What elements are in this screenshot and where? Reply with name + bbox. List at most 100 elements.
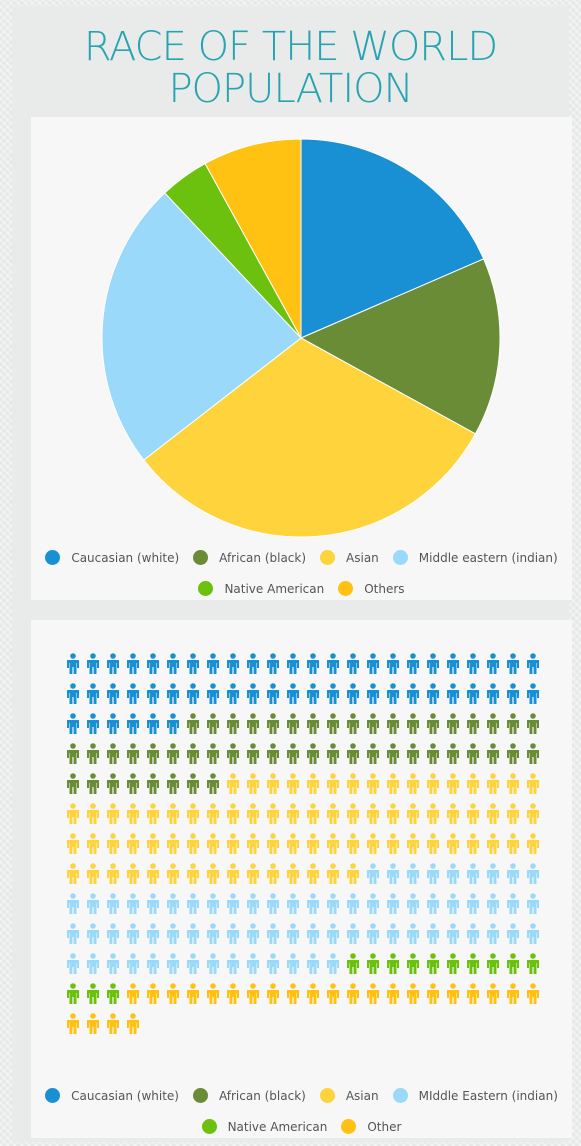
person-icon <box>487 743 499 764</box>
person-icon <box>267 983 279 1004</box>
person-icon <box>247 743 259 764</box>
pictogram-legend-middle-eastern-indian: MIddle Eastern (indian) <box>392 1088 558 1103</box>
person-icon <box>307 773 319 794</box>
pie-slice-others <box>204 138 302 339</box>
person-icon <box>427 713 439 734</box>
person-icon <box>447 713 459 734</box>
person-icon <box>227 983 239 1004</box>
person-icon <box>387 953 399 974</box>
person-icon <box>327 713 339 734</box>
person-icon <box>127 983 139 1004</box>
legend-label: African (black) <box>219 550 307 565</box>
person-icon <box>387 983 399 1004</box>
person-icon <box>287 773 299 794</box>
person-icon <box>127 743 139 764</box>
person-icon <box>527 713 539 734</box>
person-icon <box>247 863 259 884</box>
person-icon <box>507 713 519 734</box>
person-icon <box>367 893 379 914</box>
person-icon <box>267 803 279 824</box>
person-icon <box>507 893 519 914</box>
person-icon <box>447 683 459 704</box>
person-icon <box>287 953 299 974</box>
legend-swatch <box>193 550 209 565</box>
person-icon <box>87 713 99 734</box>
person-icon <box>347 923 359 944</box>
person-icon <box>467 893 479 914</box>
person-icon <box>487 833 499 854</box>
legend-label: Caucasian (white) <box>71 1088 179 1103</box>
person-icon <box>367 713 379 734</box>
person-icon <box>407 953 419 974</box>
person-icon <box>107 893 119 914</box>
pictogram-legend-row-2: Native American Other <box>31 1119 572 1134</box>
person-icon <box>147 803 159 824</box>
person-icon <box>427 893 439 914</box>
person-icon <box>487 683 499 704</box>
person-icon <box>187 803 199 824</box>
person-icon <box>367 833 379 854</box>
person-icon <box>227 953 239 974</box>
person-icon <box>247 833 259 854</box>
person-icon <box>327 863 339 884</box>
person-icon <box>427 953 439 974</box>
person-icon <box>247 653 259 674</box>
person-icon <box>307 683 319 704</box>
person-icon <box>327 683 339 704</box>
legend-label: Other <box>367 1119 402 1134</box>
person-icon <box>207 653 219 674</box>
person-icon <box>447 953 459 974</box>
person-icon <box>227 923 239 944</box>
person-icon <box>327 653 339 674</box>
person-icon <box>287 713 299 734</box>
person-icon <box>387 773 399 794</box>
person-icon <box>127 713 139 734</box>
person-icon <box>347 743 359 764</box>
person-icon <box>127 923 139 944</box>
person-icon <box>207 743 219 764</box>
person-icon <box>507 653 519 674</box>
person-icon <box>87 1013 99 1034</box>
legend-swatch <box>341 1119 357 1134</box>
pie-legend-row-2: Native American Others <box>31 581 572 596</box>
person-icon <box>467 833 479 854</box>
pictogram-legend-other: Other <box>341 1119 401 1134</box>
legend-label: Caucasian (white) <box>71 550 180 565</box>
person-icon <box>287 833 299 854</box>
person-icon <box>127 953 139 974</box>
person-icon <box>247 773 259 794</box>
person-icon <box>167 743 179 764</box>
pie-slice-asian <box>143 337 477 538</box>
person-icon <box>227 743 239 764</box>
person-icon <box>107 653 119 674</box>
person-icon <box>227 833 239 854</box>
person-icon <box>327 953 339 974</box>
person-icon <box>167 713 179 734</box>
person-icon <box>107 863 119 884</box>
person-icon <box>487 923 499 944</box>
person-icon <box>167 653 179 674</box>
person-icon <box>67 893 79 914</box>
person-icon <box>307 863 319 884</box>
pie-slice-african-black <box>299 258 501 435</box>
person-icon <box>67 953 79 974</box>
person-icon <box>207 773 219 794</box>
person-icon <box>147 743 159 764</box>
person-icon <box>527 863 539 884</box>
person-icon <box>427 983 439 1004</box>
person-icon <box>227 653 239 674</box>
legend-swatch <box>392 550 408 565</box>
pie-legend-middle-eastern-indian: Middle eastern (indian) <box>392 550 558 565</box>
person-icon <box>187 653 199 674</box>
person-icon <box>147 653 159 674</box>
person-icon <box>147 983 159 1004</box>
person-icon <box>267 893 279 914</box>
person-icon <box>127 863 139 884</box>
person-icon <box>467 713 479 734</box>
person-icon <box>107 923 119 944</box>
person-icon <box>367 923 379 944</box>
person-icon <box>387 653 399 674</box>
person-icon <box>267 863 279 884</box>
person-icon <box>167 773 179 794</box>
person-icon <box>247 713 259 734</box>
